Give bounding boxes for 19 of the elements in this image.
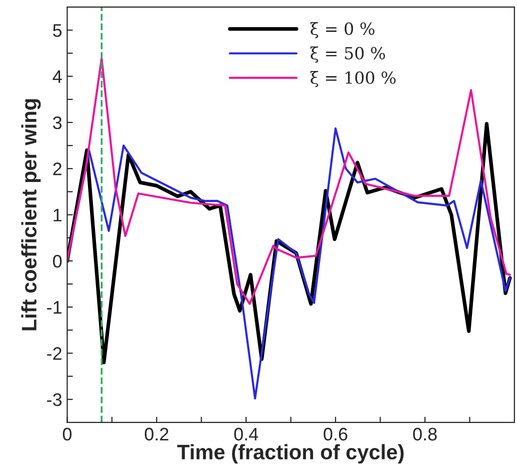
x-axis-title: Time (fraction of cycle) [177,444,404,464]
y-tick-label: -2 [47,347,62,360]
legend-label: ξ = 50 % [310,46,385,63]
x-tick-label: 0.4 [234,428,258,441]
y-tick-label: 5 [53,24,62,37]
y-tick-label: -1 [47,301,62,314]
legend-label: ξ = 100 % [310,71,396,88]
x-tick-label: 0 [62,428,72,441]
y-tick-label: 1 [54,208,62,222]
y-tick-label: 2 [53,162,62,176]
y-axis-title: Lift coefficient per wing [21,99,41,330]
y-tick-label: 3 [52,116,62,130]
y-tick-label: -3 [47,393,62,406]
legend-label: ξ = 0 % [310,22,374,38]
y-tick-label: 0 [53,254,62,268]
x-tick-label: 0.2 [144,428,168,441]
x-tick-label: 0.8 [413,428,437,441]
y-tick-label: 4 [52,70,62,83]
x-tick-label: 0.6 [324,428,348,441]
